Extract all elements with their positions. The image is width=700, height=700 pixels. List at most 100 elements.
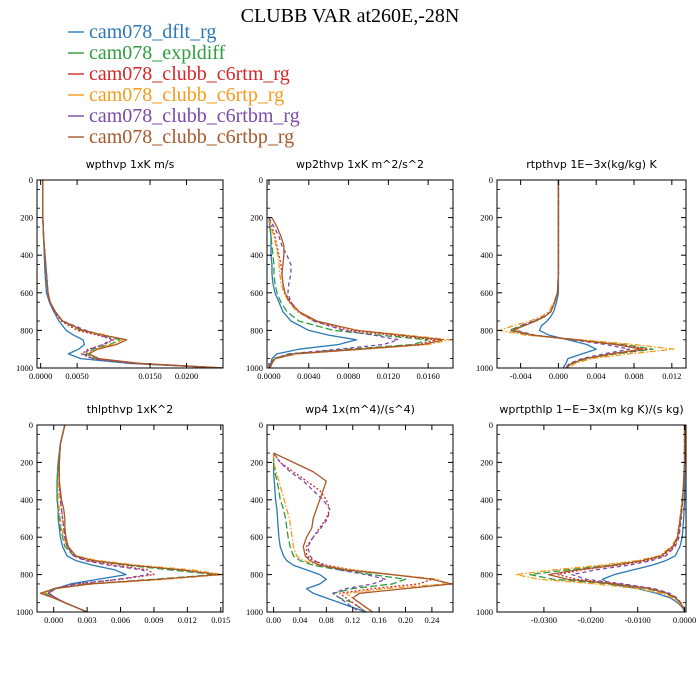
legend-label: cam078_expldiff xyxy=(89,42,226,64)
x-tick-label: 0.12 xyxy=(345,615,360,625)
legend-entry: cam078_clubb_c6rtbp_rg xyxy=(68,126,294,148)
plot-frame xyxy=(266,179,454,369)
legend-entry: cam078_expldiff xyxy=(68,42,226,64)
legend-entry: cam078_clubb_c6rtp_rg xyxy=(68,84,284,106)
x-tick-label: -0.004 xyxy=(510,371,533,381)
x-tick-label: 0.004 xyxy=(587,371,607,381)
y-tick-label: 600 xyxy=(20,532,33,542)
y-tick-label: 600 xyxy=(20,288,33,298)
y-tick-label: 400 xyxy=(480,250,493,260)
x-tick-label: 0.0080 xyxy=(337,371,360,381)
y-tick-label: 200 xyxy=(250,213,263,223)
y-tick-label: 200 xyxy=(250,457,263,467)
y-tick-label: 1000 xyxy=(246,607,263,617)
x-tick-label: 0.08 xyxy=(319,615,334,625)
series-line xyxy=(48,425,150,612)
y-tick-label: 200 xyxy=(20,213,33,223)
series-line xyxy=(273,452,387,612)
x-tick-label: -0.0300 xyxy=(531,615,557,625)
y-tick-label: 600 xyxy=(250,288,263,298)
legend-label: cam078_clubb_c6rtp_rg xyxy=(89,84,284,106)
y-tick-label: 1000 xyxy=(476,363,493,373)
y-tick-label: 200 xyxy=(20,457,33,467)
x-tick-label: 0.0200 xyxy=(175,371,198,381)
y-tick-label: 1000 xyxy=(16,363,33,373)
x-tick-label: 0.000 xyxy=(44,615,63,625)
figure-title: CLUBB VAR at260E,-28N xyxy=(241,5,460,27)
x-tick-label: 0.20 xyxy=(398,615,413,625)
legend-label: cam078_clubb_c6rtbm_rg xyxy=(89,105,300,127)
x-tick-label: 0.04 xyxy=(293,615,309,625)
x-tick-label: -0.0200 xyxy=(578,615,604,625)
panel-title: wpthvp 1xK m/s xyxy=(86,158,175,171)
series-line xyxy=(42,180,223,368)
x-tick-label: 0.003 xyxy=(78,615,97,625)
x-tick-label: 0.009 xyxy=(144,615,163,625)
y-tick-label: 400 xyxy=(20,250,33,260)
series-group xyxy=(499,180,675,368)
y-tick-label: 400 xyxy=(250,250,263,260)
y-tick-label: 400 xyxy=(480,495,493,505)
series-line xyxy=(571,425,686,612)
legend-label: cam078_clubb_c6rtbp_rg xyxy=(89,126,294,148)
series-group xyxy=(268,217,451,368)
y-tick-label: 1000 xyxy=(246,363,263,373)
x-tick-label: 0.006 xyxy=(111,615,130,625)
panel-title: thlpthvp 1xK^2 xyxy=(87,403,174,416)
x-tick-label: 0.0000 xyxy=(257,371,280,381)
y-tick-label: 800 xyxy=(20,325,33,335)
y-tick-label: 1000 xyxy=(476,607,493,617)
y-tick-label: 600 xyxy=(250,532,263,542)
legend-label: cam078_dflt_rg xyxy=(89,21,216,43)
plot-frame xyxy=(496,179,687,369)
x-tick-label: 0.0150 xyxy=(138,371,161,381)
panel-title: rtpthvp 1E−3x(kg/kg) K xyxy=(526,158,657,171)
series-line xyxy=(512,180,643,368)
y-tick-label: 0 xyxy=(489,420,493,430)
x-tick-label: 0.0000 xyxy=(673,615,696,625)
panel-4: thlpthvp 1xK^2 0 200 400 600 800 1000 0.000 0.00… xyxy=(16,403,230,625)
legend: cam078_dflt_rgcam078_expldiffcam078_club… xyxy=(68,21,300,148)
panel-title: wp4 1x(m^4)/(s^4) xyxy=(305,403,415,416)
y-tick-label: 600 xyxy=(480,288,493,298)
series-line xyxy=(272,453,367,612)
x-tick-label: 0.0160 xyxy=(416,371,439,381)
series-line xyxy=(601,425,686,612)
series-group xyxy=(515,425,686,612)
series-line xyxy=(269,217,444,368)
panel-title: wp2thvp 1xK m^2/s^2 xyxy=(296,158,424,171)
x-tick-label: 0.0120 xyxy=(377,371,400,381)
legend-label: cam078_clubb_c6rtm_rg xyxy=(89,63,290,85)
series-line xyxy=(268,217,358,368)
y-tick-label: 0 xyxy=(259,420,263,430)
panel-3: rtpthvp 1E−3x(kg/kg) K 0 200 400 600 800 1000 -… xyxy=(476,158,687,381)
x-tick-label: 0.012 xyxy=(178,615,197,625)
legend-entry: cam078_dflt_rg xyxy=(68,21,216,43)
series-group xyxy=(42,180,223,368)
y-tick-label: 600 xyxy=(480,532,493,542)
y-tick-label: 800 xyxy=(250,570,263,580)
x-tick-label: 0.015 xyxy=(211,615,230,625)
series-line xyxy=(273,452,453,612)
series-group xyxy=(272,452,453,612)
y-tick-label: 800 xyxy=(20,570,33,580)
y-tick-label: 1000 xyxy=(16,607,33,617)
y-tick-label: 0 xyxy=(29,420,33,430)
y-tick-label: 800 xyxy=(480,325,493,335)
x-tick-label: 0.0000 xyxy=(29,371,52,381)
series-line xyxy=(273,452,433,612)
y-tick-label: 0 xyxy=(29,175,33,185)
series-line xyxy=(272,453,407,612)
plot-frame xyxy=(36,424,224,613)
legend-entry: cam078_clubb_c6rtbm_rg xyxy=(68,105,300,127)
y-tick-label: 0 xyxy=(259,175,263,185)
series-line xyxy=(42,180,223,368)
series-line xyxy=(272,453,446,612)
panel-6: wprtpthlp 1−E−3x(m kg K)/(s kg) 0 200 400 60… xyxy=(476,403,696,625)
y-tick-label: 400 xyxy=(20,495,33,505)
x-tick-label: 0.0040 xyxy=(297,371,320,381)
